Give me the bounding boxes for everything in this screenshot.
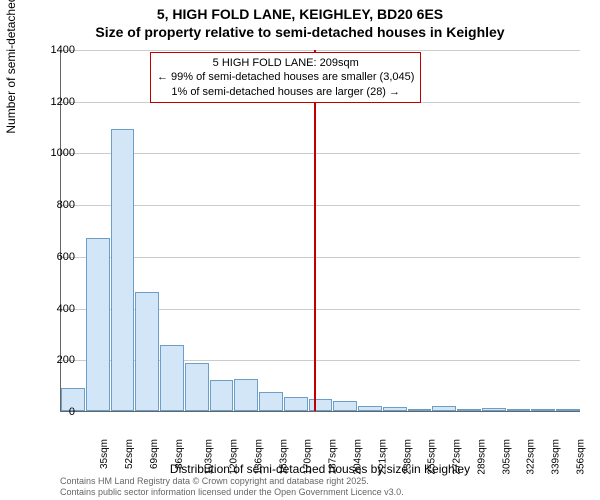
x-tick-label: 136sqm — [254, 439, 265, 475]
property-marker-line — [314, 50, 316, 411]
footer-attribution: Contains HM Land Registry data © Crown c… — [60, 476, 404, 498]
x-tick-label: 153sqm — [278, 439, 289, 475]
histogram-bar — [210, 380, 234, 411]
x-tick-label: 52sqm — [124, 439, 135, 469]
y-axis-title: Number of semi-detached properties — [4, 0, 18, 134]
grid-line — [61, 257, 580, 258]
x-tick-label: 255sqm — [427, 439, 438, 475]
histogram-bar — [383, 407, 407, 411]
x-tick-label: 322sqm — [526, 439, 537, 475]
x-tick-label: 305sqm — [501, 439, 512, 475]
annotation-box: 5 HIGH FOLD LANE: 209sqm← 99% of semi-de… — [150, 52, 421, 103]
y-tick-label: 1200 — [40, 96, 75, 108]
x-tick-label: 204sqm — [353, 439, 364, 475]
y-tick-label: 600 — [40, 251, 75, 263]
histogram-bar — [358, 406, 382, 411]
x-tick-label: 339sqm — [551, 439, 562, 475]
grid-line — [61, 153, 580, 154]
footer-line-2: Contains public sector information licen… — [60, 487, 404, 498]
footer-line-1: Contains HM Land Registry data © Crown c… — [60, 476, 404, 487]
plot-area — [60, 50, 580, 412]
annotation-line: 5 HIGH FOLD LANE: 209sqm — [157, 56, 414, 70]
x-tick-label: 221sqm — [377, 439, 388, 475]
histogram-bar — [531, 409, 555, 411]
x-tick-label: 69sqm — [149, 439, 160, 469]
grid-line — [61, 50, 580, 51]
histogram-bar — [86, 238, 110, 411]
y-tick-label: 400 — [40, 303, 75, 315]
x-tick-label: 238sqm — [402, 439, 413, 475]
grid-line — [61, 205, 580, 206]
histogram-bar — [160, 345, 184, 411]
histogram-bar — [333, 401, 357, 411]
x-tick-label: 272sqm — [452, 439, 463, 475]
histogram-bar — [111, 129, 135, 411]
x-tick-label: 120sqm — [229, 439, 240, 475]
histogram-chart: 5, HIGH FOLD LANE, KEIGHLEY, BD20 6ES Si… — [0, 0, 600, 500]
x-tick-label: 103sqm — [204, 439, 215, 475]
x-tick-label: 289sqm — [476, 439, 487, 475]
histogram-bar — [185, 363, 209, 411]
x-tick-label: 356sqm — [575, 439, 586, 475]
histogram-bar — [234, 379, 258, 411]
histogram-bar — [507, 409, 531, 411]
histogram-bar — [432, 406, 456, 411]
y-tick-label: 1000 — [40, 147, 75, 159]
histogram-bar — [482, 408, 506, 411]
histogram-bar — [457, 409, 481, 411]
histogram-bar — [135, 292, 159, 411]
histogram-bar — [259, 392, 283, 411]
x-tick-label: 187sqm — [328, 439, 339, 475]
x-tick-label: 35sqm — [99, 439, 110, 469]
chart-title-sub: Size of property relative to semi-detach… — [0, 24, 600, 40]
x-tick-label: 86sqm — [174, 439, 185, 469]
y-tick-label: 200 — [40, 354, 75, 366]
histogram-bar — [556, 409, 580, 411]
histogram-bar — [309, 399, 333, 411]
x-tick-label: 170sqm — [303, 439, 314, 475]
y-tick-label: 1400 — [40, 44, 75, 56]
chart-title-main: 5, HIGH FOLD LANE, KEIGHLEY, BD20 6ES — [0, 6, 600, 22]
y-tick-label: 0 — [40, 406, 75, 418]
annotation-line: 1% of semi-detached houses are larger (2… — [157, 85, 414, 99]
histogram-bar — [408, 409, 432, 411]
y-tick-label: 800 — [40, 199, 75, 211]
histogram-bar — [284, 397, 308, 411]
annotation-line: ← 99% of semi-detached houses are smalle… — [157, 70, 414, 84]
